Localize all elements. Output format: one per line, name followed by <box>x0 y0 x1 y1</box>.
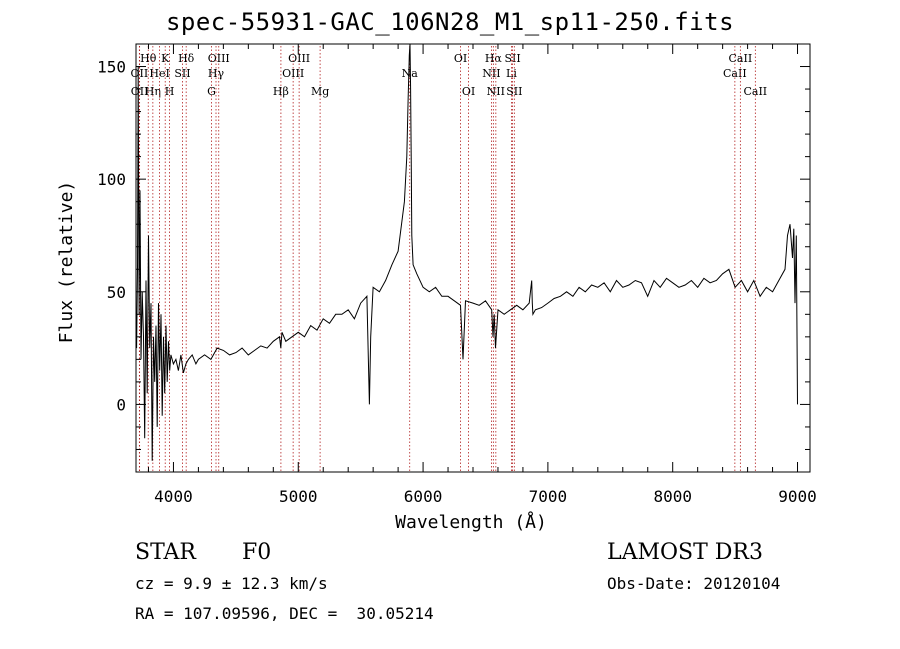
line-marker-label: H <box>165 85 175 98</box>
line-marker-label: OII <box>131 85 149 98</box>
line-marker-label: Li <box>506 67 517 80</box>
y-axis-label: Flux (relative) <box>56 181 77 344</box>
y-tick-label: 0 <box>116 395 126 414</box>
line-markers: OII OII Hθ Hη HeI K H SII Hδ OIII Hγ G Hβ OIII OIII Mg N… <box>131 46 767 472</box>
coordinates-text: RA = 107.09596, DEC = 30.05214 <box>135 604 434 623</box>
line-marker-label: Hη <box>145 85 161 98</box>
line-marker-label: OIII <box>288 52 310 65</box>
x-tick-label: 4000 <box>154 487 193 506</box>
line-marker-label: NII <box>487 85 505 98</box>
line-marker-label: OI <box>454 52 467 65</box>
x-axis: 4000 5000 6000 7000 8000 9000 <box>147 44 817 506</box>
redshift-text: cz = 9.9 ± 12.3 km/s <box>135 574 328 593</box>
line-marker-label: Hδ <box>178 52 195 65</box>
line-marker-label: Hα <box>485 52 503 65</box>
plot-frame <box>135 43 811 473</box>
line-marker-label: Hβ <box>273 85 289 98</box>
line-marker-label: OII <box>131 67 149 80</box>
line-marker-label: SII <box>504 52 520 65</box>
line-marker-label: K <box>161 52 170 65</box>
y-tick-label: 100 <box>97 170 126 189</box>
line-marker-label: OIII <box>208 52 230 65</box>
line-marker-label: SII <box>506 85 522 98</box>
object-subclass: F0 <box>242 540 272 565</box>
y-axis: 0 50 100 150 <box>97 58 810 450</box>
x-tick-label: 9000 <box>778 487 817 506</box>
line-marker-label: CaII <box>723 67 747 80</box>
line-marker-label: Hγ <box>208 67 225 80</box>
line-marker-label: CaII <box>743 85 767 98</box>
line-marker-label: NII <box>482 67 500 80</box>
y-tick-label: 50 <box>107 283 126 302</box>
x-tick-label: 6000 <box>404 487 443 506</box>
x-axis-label: Wavelength (Å) <box>395 511 547 533</box>
x-tick-label: 8000 <box>653 487 692 506</box>
line-marker-label: OI <box>462 85 475 98</box>
line-marker-label: SII <box>174 67 190 80</box>
x-tick-label: 7000 <box>529 487 568 506</box>
line-marker-label: CaII <box>729 52 753 65</box>
line-marker-label: HeI <box>149 67 169 80</box>
object-class: STAR <box>135 540 196 565</box>
line-marker-label: Hθ <box>140 52 157 65</box>
survey-name: LAMOST DR3 <box>607 540 763 565</box>
y-tick-label: 150 <box>97 58 126 77</box>
chart-title: spec-55931-GAC_106N28_M1_sp11-250.fits <box>165 8 735 36</box>
line-marker-label: OIII <box>282 67 304 80</box>
x-tick-label: 5000 <box>279 487 318 506</box>
line-marker-label: Mg <box>311 85 329 98</box>
obs-date-text: Obs-Date: 20120104 <box>607 574 781 593</box>
spectrum-series <box>136 43 798 461</box>
spectrum-line <box>136 43 798 461</box>
line-marker-label: G <box>207 85 216 98</box>
